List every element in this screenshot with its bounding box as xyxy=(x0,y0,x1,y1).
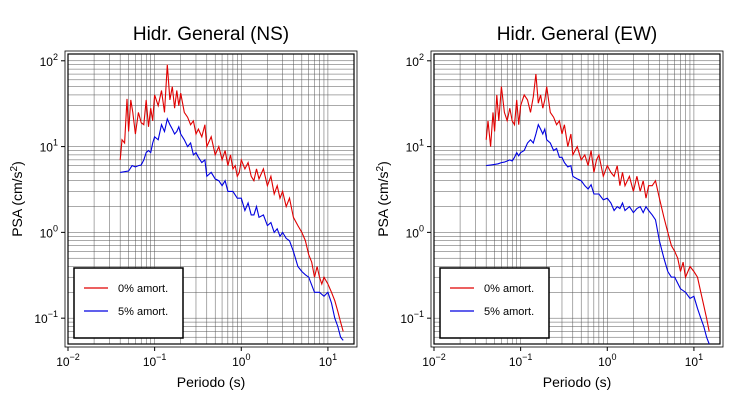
x-tick-label: 10−2 xyxy=(56,352,80,369)
x-tick-label: 10−2 xyxy=(422,352,446,369)
x-axis-label: Periodo (s) xyxy=(543,374,611,390)
chart-panel-2: 10−2 10−1 100 101 10−1 100 101 102 Hidr. General… xyxy=(375,24,724,390)
legend-box xyxy=(73,267,184,339)
series-line-damped xyxy=(486,123,710,345)
legend: 0% amort. 5% amort. xyxy=(439,267,550,339)
plot-frame-outer xyxy=(64,50,358,348)
legend-label: 5% amort. xyxy=(484,306,534,318)
y-axis-label: PSA (cm/s2) xyxy=(9,161,25,237)
legend: 0% amort. 5% amort. xyxy=(73,267,184,339)
x-axis-label: Periodo (s) xyxy=(177,374,245,390)
series-line-damped xyxy=(120,117,344,341)
y-tick-label: 102 xyxy=(406,52,424,69)
chart-title: Hidr. General (EW) xyxy=(497,24,657,45)
x-tick-label: 100 xyxy=(232,352,250,369)
y-tick-label: 102 xyxy=(40,52,58,69)
plot-frame-outer xyxy=(430,50,724,348)
x-tick-label: 10−1 xyxy=(143,352,167,369)
y-tick-label: 100 xyxy=(40,223,58,240)
y-tick-label: 100 xyxy=(406,223,424,240)
plot-frame xyxy=(67,53,355,345)
y-tick-label: 10−1 xyxy=(400,309,424,326)
legend-box xyxy=(439,267,550,339)
y-tick-label: 10−1 xyxy=(34,309,58,326)
legend-label: 0% amort. xyxy=(484,283,534,295)
y-axis-label: PSA (cm/s2) xyxy=(375,161,391,237)
legend-label: 0% amort. xyxy=(118,283,168,295)
x-tick-label: 100 xyxy=(598,352,616,369)
x-tick-label: 101 xyxy=(319,352,337,369)
series-line-undamped xyxy=(485,74,710,332)
grid xyxy=(67,54,355,345)
x-tick-label: 101 xyxy=(685,352,703,369)
legend-label: 5% amort. xyxy=(118,306,168,318)
x-tick-label: 10−1 xyxy=(509,352,533,369)
plot-frame xyxy=(433,53,721,345)
y-tick-label: 101 xyxy=(406,138,424,155)
y-tick-label: 101 xyxy=(40,138,58,155)
chart-panel-1: 10−2 10−1 100 101 10−1 100 101 102 Hidr. General… xyxy=(9,24,358,390)
series-line-undamped xyxy=(119,64,344,332)
chart-title: Hidr. General (NS) xyxy=(133,24,289,45)
